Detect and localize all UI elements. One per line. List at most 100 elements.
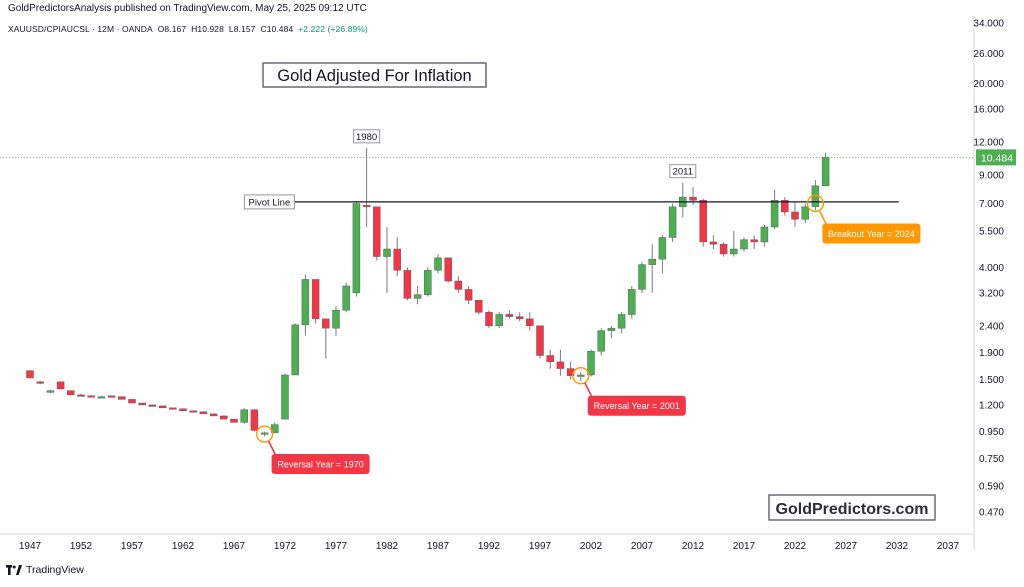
callout-pointer [818, 210, 828, 225]
y-tick-label: 20.000 [973, 79, 1004, 90]
candle-body [240, 409, 248, 423]
candle-body [546, 355, 554, 363]
candle-body [352, 203, 361, 294]
x-tick-label: 1947 [19, 541, 42, 552]
y-tick-label: 0.950 [979, 427, 1004, 438]
candle-body [373, 206, 381, 257]
callout-box [822, 223, 921, 244]
candle-body [97, 396, 106, 399]
candle-body [148, 404, 157, 407]
candle-body [536, 325, 544, 356]
y-tick-label: 4.000 [979, 263, 1004, 274]
symbol-name: XAUUSD/CPIAUCSL · 12M · OANDA [8, 24, 153, 34]
chart-title-box [262, 62, 487, 88]
candle-body [485, 312, 493, 327]
highlight-circle [572, 367, 590, 385]
candle-body [577, 374, 585, 377]
candle-body [597, 330, 605, 352]
x-tick-label: 2032 [886, 541, 909, 552]
callout-box [271, 454, 370, 475]
x-tick-label: 1992 [478, 541, 501, 552]
candle-body [311, 279, 320, 320]
candle-body [138, 402, 146, 406]
y-tick-label: 1.200 [979, 400, 1004, 411]
candle-body [56, 381, 65, 390]
y-tick-label: 2.400 [979, 321, 1004, 332]
candle-body [169, 407, 177, 410]
ohlc-open: O8.167 [157, 24, 187, 34]
candle-body [179, 408, 187, 412]
candle-body [434, 257, 442, 271]
candle-body [464, 289, 473, 301]
x-tick-label: 1962 [172, 541, 195, 552]
y-tick-label: 3.200 [979, 288, 1004, 299]
candle-body [475, 300, 483, 313]
candle-body [730, 248, 738, 255]
candle-body [158, 405, 167, 409]
pivot-line-label-box [243, 194, 295, 210]
x-tick-label: 2022 [784, 541, 807, 552]
tradingview-logo-icon [6, 565, 22, 575]
highlight-circle [806, 194, 825, 213]
candle-body [342, 285, 350, 311]
candle-body [526, 318, 534, 327]
candle-body [760, 226, 769, 243]
candle-body [291, 324, 299, 376]
candle-body [424, 270, 432, 295]
ohlc-high: H10.928 [191, 24, 224, 34]
candle-body [209, 413, 218, 417]
x-tick-label: 1982 [376, 541, 399, 552]
last-price-tag [976, 149, 1016, 166]
x-tick-label: 1977 [325, 541, 348, 552]
callout-pointer [267, 440, 277, 456]
candle-body [403, 270, 412, 299]
callout-label: Breakout Year = 2024 [828, 229, 915, 239]
candle-body [658, 237, 667, 260]
candle-body [454, 280, 463, 290]
candle-body [332, 309, 340, 329]
candle-body [648, 258, 656, 265]
watermark-text: GoldPredictors.com [776, 501, 929, 518]
year-marker-box [353, 129, 381, 144]
candle-body [607, 327, 616, 331]
callout-pointer [584, 382, 593, 398]
x-tick-label: 1972 [274, 541, 297, 552]
candle-body [556, 361, 565, 369]
publish-info: GoldPredictorsAnalysis published on Trad… [8, 3, 367, 14]
ohlc-low: L8.157 [228, 24, 256, 34]
candle-body [495, 314, 503, 327]
candle-body [301, 279, 310, 326]
candle-body [668, 206, 677, 238]
y-tick-label: 9.000 [979, 170, 1004, 181]
x-tick-label: 2017 [733, 541, 756, 552]
tradingview-footer[interactable]: TradingView [6, 564, 84, 576]
y-tick-label: 0.750 [979, 454, 1004, 465]
candle-body [444, 257, 452, 282]
candle-body [46, 390, 55, 393]
candle-body [638, 264, 646, 290]
y-tick-label: 7.000 [979, 199, 1004, 210]
candle-body [250, 409, 259, 431]
ohlc-change: +2.222 (+26.89%) [298, 24, 368, 34]
y-tick-label: 16.000 [973, 105, 1004, 116]
x-tick-label: 2007 [631, 541, 654, 552]
year-marker-box [669, 164, 697, 179]
chart-title: Gold Adjusted For Inflation [277, 67, 471, 85]
candle-body [362, 204, 371, 208]
callout-label: Reversal Year = 1970 [277, 460, 363, 470]
candle-body [719, 243, 728, 255]
candle-body [118, 396, 126, 400]
candle-body [821, 157, 830, 187]
candle-body [281, 374, 289, 420]
candle-body [587, 351, 595, 376]
candle-body [791, 211, 799, 220]
x-tick-label: 1952 [70, 541, 93, 552]
candle-body [128, 399, 136, 404]
candle-body [67, 390, 75, 396]
callout-box [587, 395, 686, 416]
candle-body [322, 318, 330, 329]
candle-body [709, 241, 718, 245]
candle-body [617, 314, 626, 329]
